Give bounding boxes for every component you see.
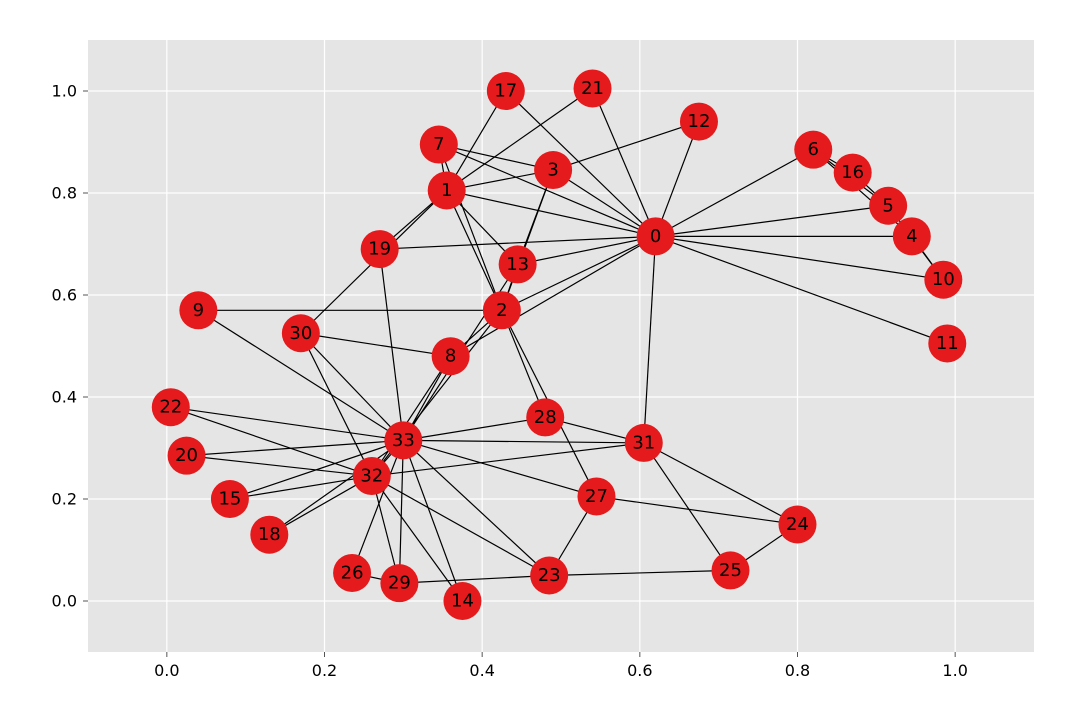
- node-label-11: 11: [936, 333, 959, 354]
- node-label-15: 15: [218, 489, 241, 510]
- x-tick-label: 0.8: [785, 661, 810, 680]
- node-label-24: 24: [786, 514, 809, 535]
- node-label-3: 3: [547, 160, 558, 181]
- node-label-32: 32: [360, 466, 383, 487]
- node-label-22: 22: [159, 397, 182, 418]
- y-tick-label: 0.6: [52, 286, 77, 305]
- node-label-26: 26: [341, 562, 364, 583]
- node-label-33: 33: [392, 430, 415, 451]
- plot-background: [88, 40, 1034, 652]
- node-label-10: 10: [932, 269, 955, 290]
- node-label-29: 29: [388, 573, 411, 594]
- network-chart: 0123456789101112131415161718192021222324…: [0, 0, 1070, 707]
- node-label-20: 20: [175, 445, 198, 466]
- node-label-27: 27: [585, 486, 608, 507]
- node-label-1: 1: [441, 180, 452, 201]
- y-tick-label: 1.0: [52, 82, 77, 101]
- x-tick-label: 0.2: [312, 661, 337, 680]
- node-label-0: 0: [650, 226, 661, 247]
- node-label-9: 9: [193, 300, 204, 321]
- x-tick-label: 0.4: [469, 661, 494, 680]
- x-tick-label: 0.6: [627, 661, 652, 680]
- chart-svg: 0123456789101112131415161718192021222324…: [0, 0, 1070, 707]
- y-tick-label: 0.0: [52, 592, 77, 611]
- node-label-31: 31: [632, 432, 655, 453]
- node-label-19: 19: [368, 239, 391, 260]
- node-label-23: 23: [538, 565, 561, 586]
- node-label-18: 18: [258, 524, 281, 545]
- node-label-6: 6: [808, 139, 819, 160]
- node-label-28: 28: [534, 407, 557, 428]
- x-tick-label: 1.0: [942, 661, 967, 680]
- node-label-13: 13: [506, 254, 529, 275]
- node-label-2: 2: [496, 300, 507, 321]
- node-label-25: 25: [719, 560, 742, 581]
- node-label-5: 5: [882, 195, 893, 216]
- node-label-7: 7: [433, 134, 444, 155]
- y-tick-label: 0.2: [52, 490, 77, 509]
- node-label-30: 30: [289, 323, 312, 344]
- node-label-12: 12: [688, 111, 711, 132]
- node-label-14: 14: [451, 591, 474, 612]
- y-tick-label: 0.8: [52, 184, 77, 203]
- node-label-8: 8: [445, 346, 456, 367]
- node-label-4: 4: [906, 226, 917, 247]
- node-label-17: 17: [494, 81, 517, 102]
- x-tick-label: 0.0: [154, 661, 179, 680]
- node-label-21: 21: [581, 78, 604, 99]
- node-label-16: 16: [841, 162, 864, 183]
- y-tick-label: 0.4: [52, 388, 77, 407]
